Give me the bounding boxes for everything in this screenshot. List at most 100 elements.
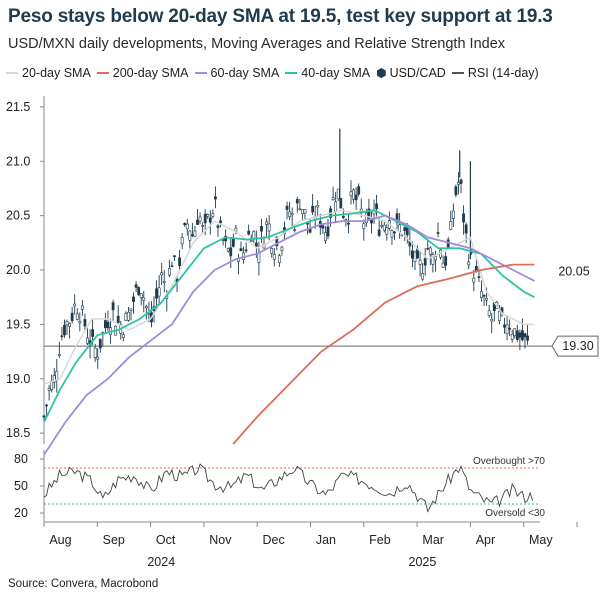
price-candle [451,210,455,219]
price-candle [367,208,371,219]
price-candle [277,255,281,263]
price-candle [47,388,51,391]
y-tick-label: 19.5 [6,317,30,331]
y-tick-label: 19.0 [6,372,30,386]
x-tick-label: Apr [476,533,495,547]
price-candle [214,196,217,200]
legend: 20-day SMA 200-day SMA 60-day SMA 40-day… [6,66,545,80]
price-candle [244,249,248,252]
price-candle [229,247,233,257]
price-candle [341,216,345,218]
legend-item-40-day-sma: 40-day SMA [285,66,370,80]
support-label-box [551,335,599,357]
price-candle [226,248,230,252]
legend-item-usdcad: ⬢ USD/CAD [376,66,446,80]
rsi-tick-label: 80 [14,452,28,466]
price-candle [526,335,529,341]
price-candle [480,291,483,298]
price-candle [510,334,514,340]
price-candle [515,330,519,340]
price-candle [295,198,299,204]
y-tick-label: 18.5 [6,426,30,440]
rsi-tick-label: 20 [14,506,28,520]
x-tick-label: Feb [369,533,391,547]
price-candle [285,205,289,210]
price-candle [380,224,384,227]
price-candle [178,257,181,267]
price-candle [426,247,430,250]
price-candle [349,191,353,196]
price-candle [331,197,335,200]
price-candle [96,356,100,360]
price-candle [137,287,141,296]
price-candle [467,261,471,266]
price-candle [173,255,176,257]
price-candle [73,303,77,307]
price-candle [111,302,115,311]
price-candle [518,332,522,338]
price-candle [211,213,215,217]
price-candle [188,230,192,241]
price-candle [454,186,458,196]
rsi-line [43,463,534,513]
price-candle [80,305,84,310]
oversold-label: Oversold <30 [485,508,545,519]
price-candle [472,277,476,283]
price-bars [42,128,529,421]
price-candle [382,224,386,231]
x-tick-label: Jan [316,533,336,547]
price-candle [60,335,64,338]
price-candle [508,327,512,330]
price-candle [321,225,325,229]
chart-subtitle: USD/MXN daily developments, Moving Avera… [8,36,506,52]
price-candle [185,223,189,230]
price-candle [482,294,486,297]
price-candle [290,213,294,216]
y-tick-label: 20.5 [6,209,30,223]
price-candle [462,213,465,223]
series-line-60-day-sma [43,214,535,456]
x-tick-label: Dec [263,533,285,547]
price-candle [249,240,253,242]
year-label: 2024 [147,555,175,569]
legend-item-60-day-sma: 60-day SMA [194,66,279,80]
price-candle [68,323,71,327]
price-candle [65,321,69,326]
price-candle [280,246,284,251]
price-candle [390,230,394,238]
year-label: 2025 [409,555,437,569]
price-candle [86,337,89,344]
price-candle [45,404,48,407]
price-candle [106,321,110,329]
price-candle [316,205,320,208]
price-candle [485,298,489,301]
price-candle [121,334,125,338]
price-candle [513,328,517,336]
price-candle [162,281,166,283]
price-candle [127,311,130,321]
price-candle [267,223,271,232]
price-candle [436,232,440,234]
legend-item-rsi: RSI (14-day) [451,66,539,80]
price-candle [167,268,171,276]
price-candle [216,225,220,228]
price-candle [375,203,378,209]
y-tick-label: 21.0 [6,154,30,168]
x-tick-label: Nov [209,533,232,547]
price-candle [142,297,146,301]
price-candle [75,313,79,320]
price-candle [521,330,524,341]
price-candle [104,320,107,329]
y-tick-label: 21.5 [6,100,30,114]
price-candle [418,259,422,265]
price-candle [139,293,143,298]
price-candle [497,311,501,321]
price-candle [347,222,350,225]
price-candle [231,238,235,247]
price-candle [198,216,202,222]
price-candle [52,375,56,383]
price-candle [116,315,120,323]
hexagon-icon: ⬢ [376,66,387,80]
x-tick-label: Sep [103,533,125,547]
